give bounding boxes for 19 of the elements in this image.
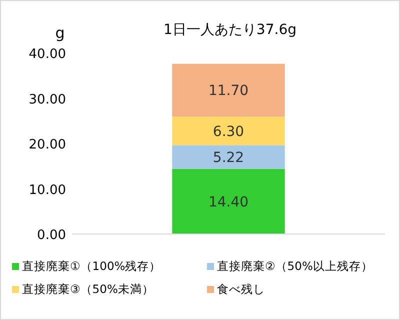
y-tick-label: 40.00: [28, 47, 66, 62]
data-label: 11.70: [208, 83, 249, 100]
legend-label: 直接廃棄①（100%残存）: [22, 259, 162, 273]
y-tick-label: 10.00: [28, 182, 66, 198]
legend-label: 直接廃棄②（50%以上残存）: [217, 259, 373, 273]
data-label: 5.22: [212, 150, 244, 166]
data-label: 14.40: [208, 194, 249, 210]
y-tick-label: 30.00: [28, 92, 66, 108]
legend-label: 直接廃棄③（50%未満）: [22, 282, 154, 296]
bar: [172, 116, 285, 146]
bar: [172, 64, 285, 117]
legend-label: 食べ残し: [217, 282, 265, 296]
bar: [172, 145, 285, 169]
y-axis-title: g: [55, 24, 65, 42]
data-label: 6.30: [212, 124, 244, 140]
chart-title: 1日一人あたり37.6g: [164, 22, 296, 38]
bar: [172, 168, 285, 234]
y-tick-label: 20.00: [28, 138, 66, 152]
y-tick-label: 0.00: [37, 228, 66, 243]
